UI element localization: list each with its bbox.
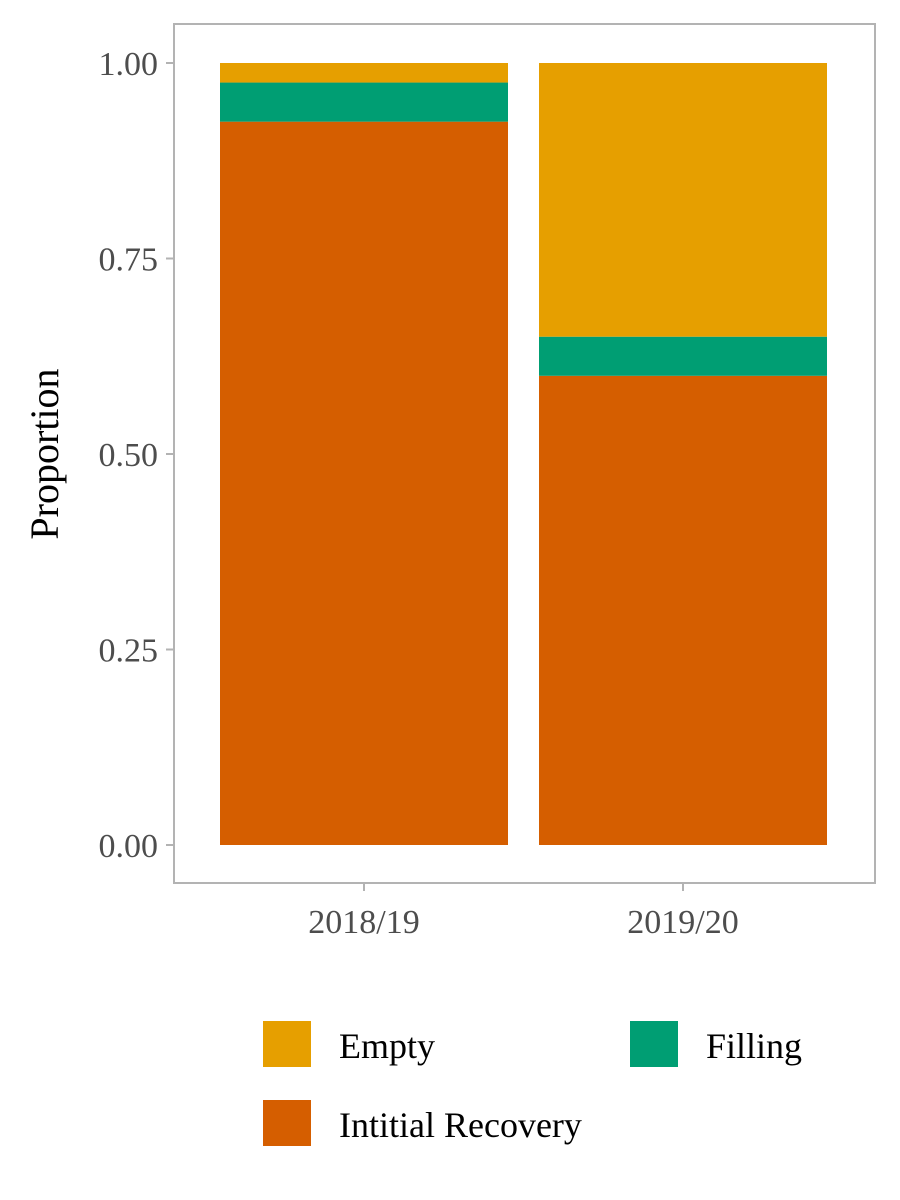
y-tick-label: 0.75 bbox=[99, 242, 159, 279]
bar-segment-filling-2018-19 bbox=[220, 82, 508, 122]
legend-key-filling bbox=[630, 1021, 678, 1067]
x-tick-label: 2019/20 bbox=[627, 904, 738, 941]
x-axis: 2018/19 2019/20 bbox=[308, 883, 739, 941]
y-tick-label: 1.00 bbox=[99, 46, 159, 83]
legend-key-intitial-recovery bbox=[263, 1100, 311, 1146]
bar-segment-intitial-recovery-2019-20 bbox=[539, 375, 827, 845]
y-axis: 0.00 0.25 0.50 0.75 1.00 bbox=[99, 46, 174, 865]
x-tick-label: 2018/19 bbox=[308, 904, 419, 941]
y-tick-label: 0.50 bbox=[99, 437, 159, 474]
bar-segment-intitial-recovery-2018-19 bbox=[220, 121, 508, 845]
legend-key-empty bbox=[263, 1021, 311, 1067]
bar-segment-filling-2019-20 bbox=[539, 336, 827, 376]
legend-label-filling: Filling bbox=[706, 1026, 802, 1066]
bar-segment-empty-2019-20 bbox=[539, 63, 827, 337]
y-tick-label: 0.25 bbox=[99, 633, 159, 670]
legend-label-intitial-recovery: Intitial Recovery bbox=[339, 1105, 582, 1145]
legend-label-empty: Empty bbox=[339, 1026, 435, 1066]
bars-layer bbox=[220, 63, 827, 845]
y-axis-title: Proportion bbox=[22, 368, 67, 539]
legend: Empty Filling Intitial Recovery bbox=[263, 1021, 802, 1146]
y-tick-label: 0.00 bbox=[99, 828, 159, 865]
bar-segment-empty-2018-19 bbox=[220, 63, 508, 83]
